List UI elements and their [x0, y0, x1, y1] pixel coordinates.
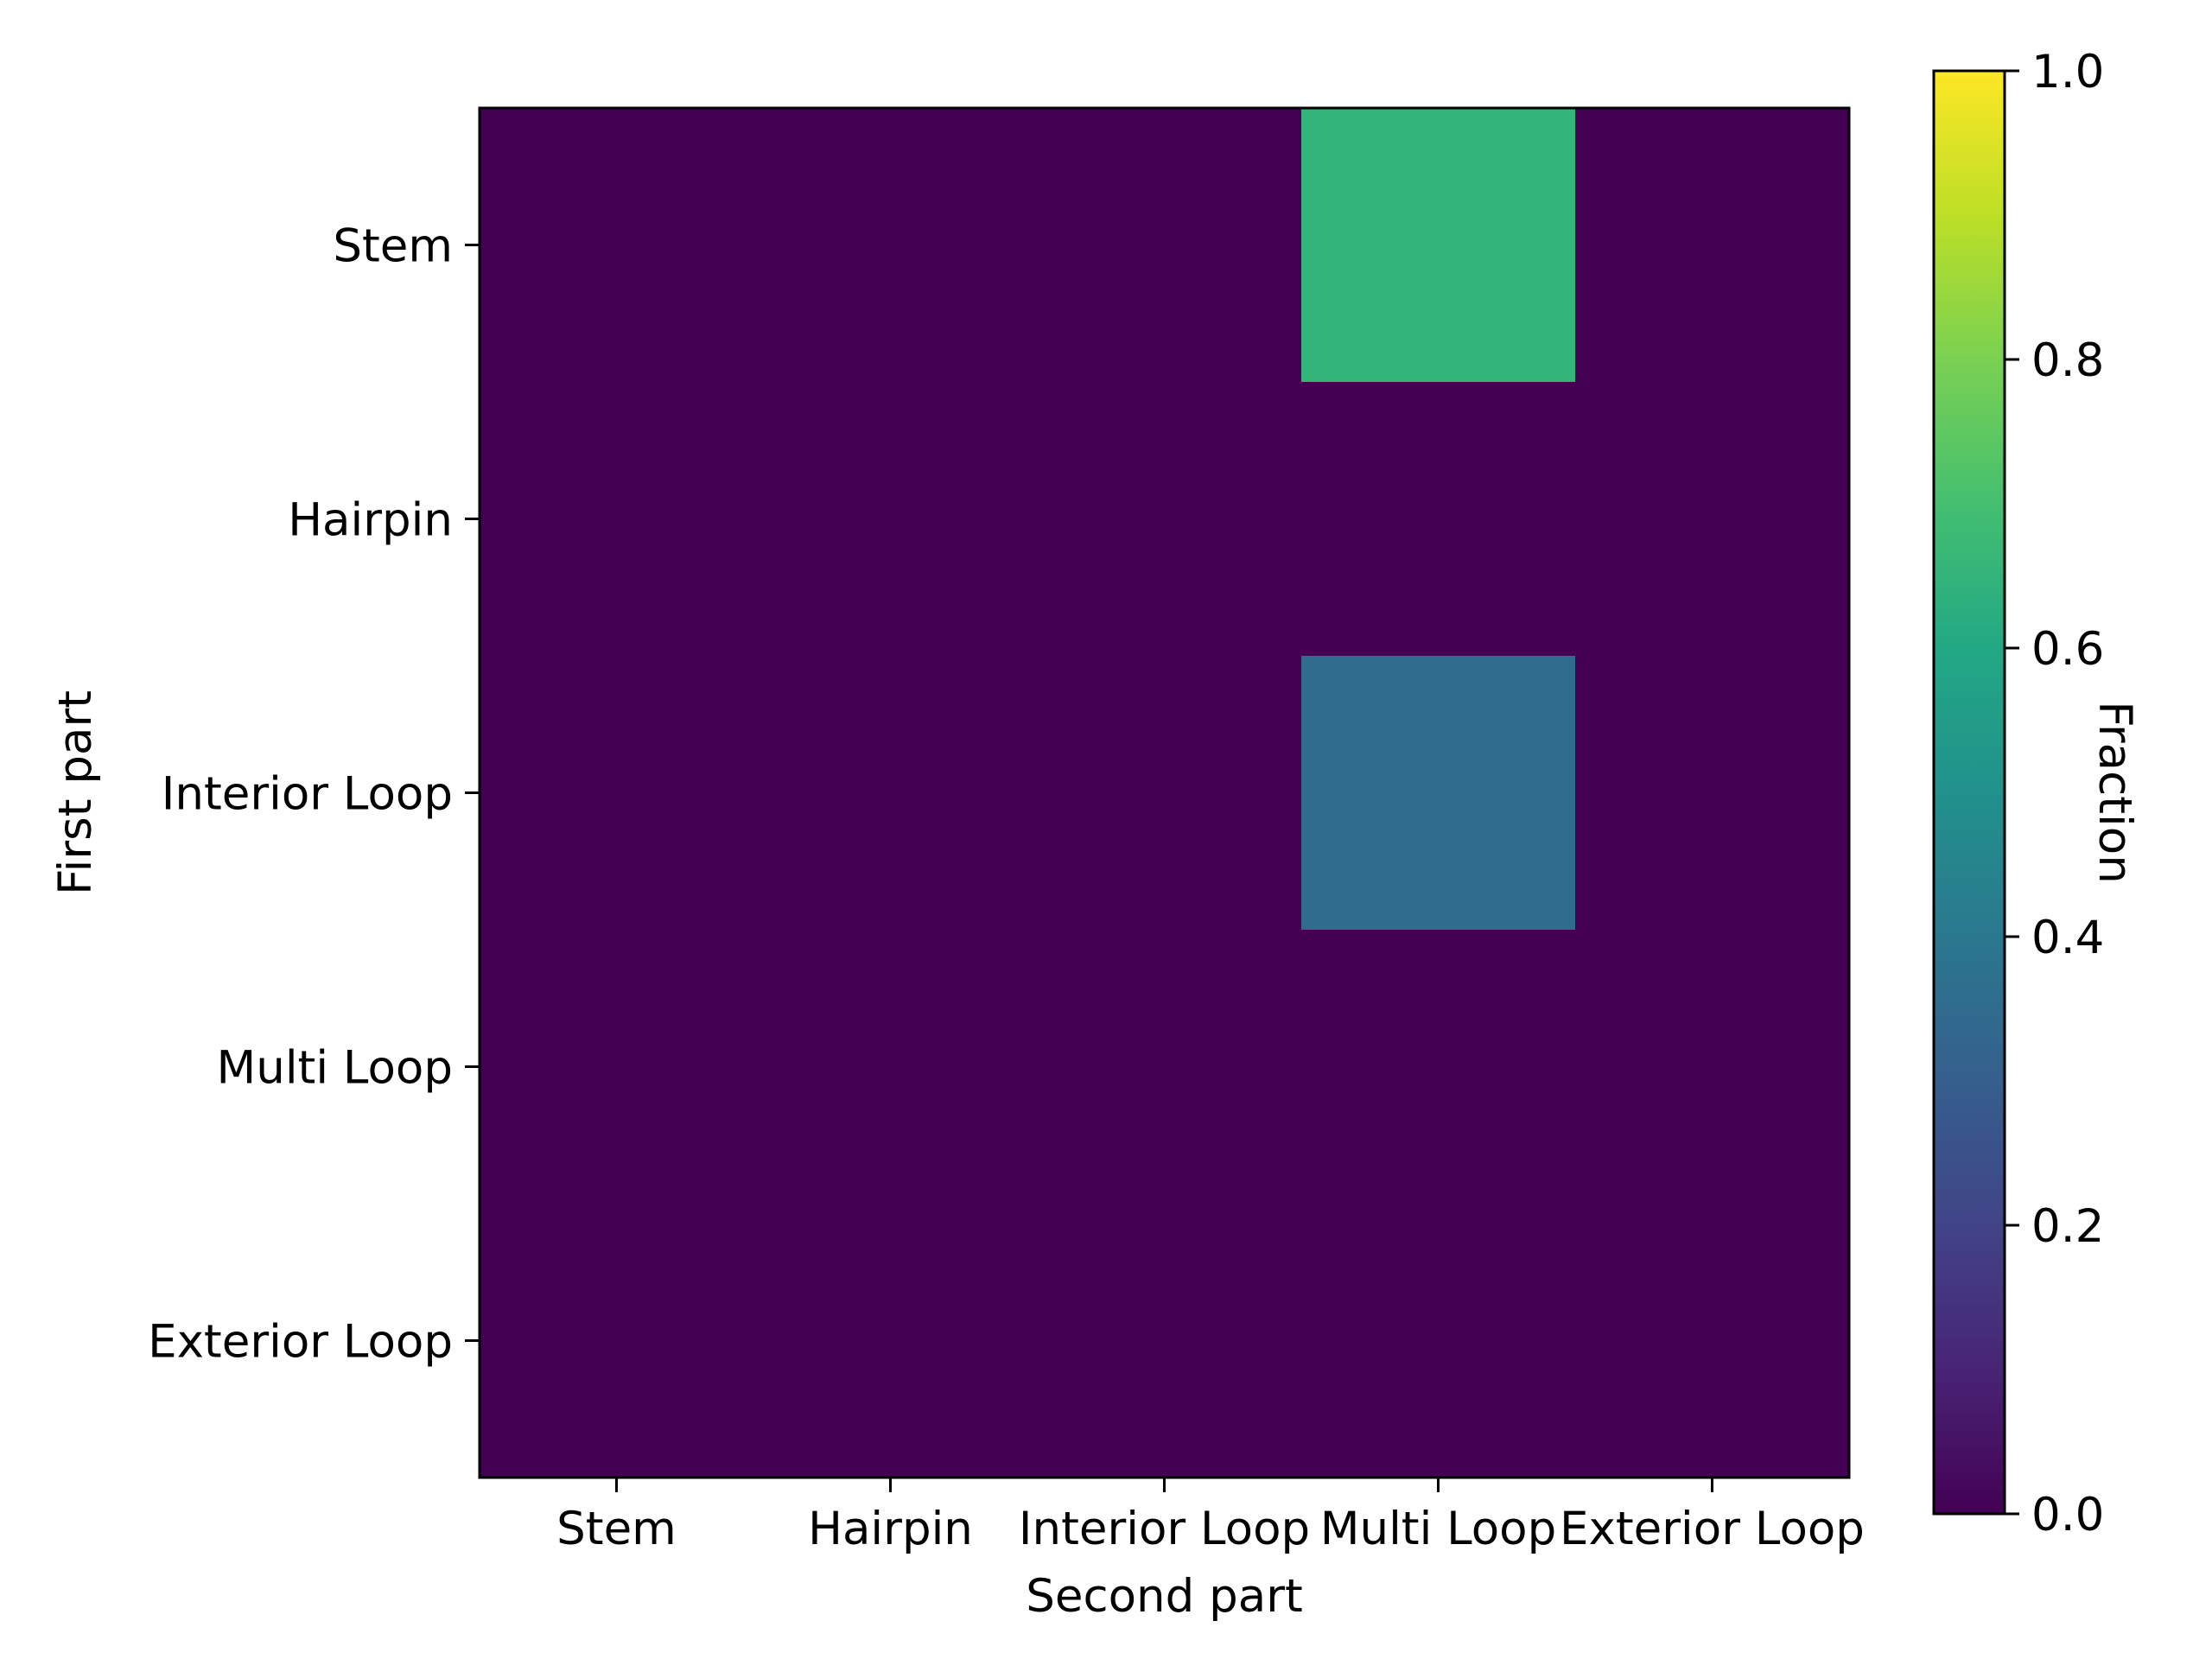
heatmap-cell	[1301, 1204, 1576, 1478]
heatmap-cell	[753, 656, 1028, 931]
heatmap-cell	[1301, 382, 1576, 657]
y-tick-label: Multi Loop	[217, 1042, 454, 1095]
colorbar-tick-label: 1.0	[2031, 46, 2104, 99]
heatmap-cell	[1575, 1204, 1850, 1478]
heatmap-cell	[1301, 930, 1576, 1205]
heatmap-cell	[1575, 382, 1850, 657]
colorbar-tick-label: 0.0	[2031, 1489, 2104, 1541]
y-axis: Stem Hairpin Interior Loop Multi Loop Exteri…	[148, 220, 480, 1369]
heatmap-cell	[1027, 1204, 1302, 1478]
heatmap-cell	[480, 1204, 754, 1478]
x-tick-label: Stem	[556, 1503, 677, 1555]
y-tick-label: Hairpin	[288, 494, 453, 547]
heatmap-cell	[753, 1204, 1028, 1478]
heatmap-cell	[1027, 108, 1302, 383]
colorbar-tick-label: 0.8	[2031, 334, 2104, 387]
y-tick-label: Exterior Loop	[148, 1316, 453, 1369]
heatmap-cells	[480, 108, 1850, 1478]
colorbar-label: Fraction	[2088, 701, 2141, 884]
x-tick-label: Exterior Loop	[1560, 1503, 1865, 1555]
heatmap-cell	[1575, 930, 1850, 1205]
x-tick-label: Multi Loop	[1320, 1503, 1557, 1555]
heatmap-cell	[480, 382, 754, 657]
x-axis-label: Second part	[1026, 1570, 1303, 1623]
heatmap-cell	[1575, 108, 1850, 383]
heatmap-cell	[1027, 656, 1302, 931]
heatmap-cell	[753, 108, 1028, 383]
heatmap-cell	[480, 656, 754, 931]
heatmap-cell	[1575, 656, 1850, 931]
heatmap-cell	[1027, 382, 1302, 657]
heatmap-cell	[480, 930, 754, 1205]
y-tick-label: Interior Loop	[162, 768, 453, 821]
colorbar-ticks: 0.0 0.2 0.4 0.6 0.8 1.0	[2005, 46, 2104, 1541]
colorbar-tick-label: 0.6	[2031, 623, 2104, 676]
x-tick-label: Hairpin	[808, 1503, 973, 1555]
heatmap-cell	[480, 108, 754, 383]
heatmap-cell	[1301, 108, 1576, 383]
y-tick-label: Stem	[333, 220, 453, 273]
heatmap-cell	[1027, 930, 1302, 1205]
heatmap-cell	[753, 930, 1028, 1205]
colorbar	[1932, 69, 2006, 1516]
y-axis-label: First part	[49, 690, 102, 895]
colorbar-tick-label: 0.2	[2031, 1200, 2104, 1253]
x-axis: Stem Hairpin Interior Loop Multi Loop Exteri…	[556, 1478, 1865, 1555]
heatmap-cell	[753, 382, 1028, 657]
heatmap-cell	[1301, 656, 1576, 931]
colorbar-tick-label: 0.4	[2031, 912, 2104, 964]
x-tick-label: Interior Loop	[1019, 1503, 1310, 1555]
